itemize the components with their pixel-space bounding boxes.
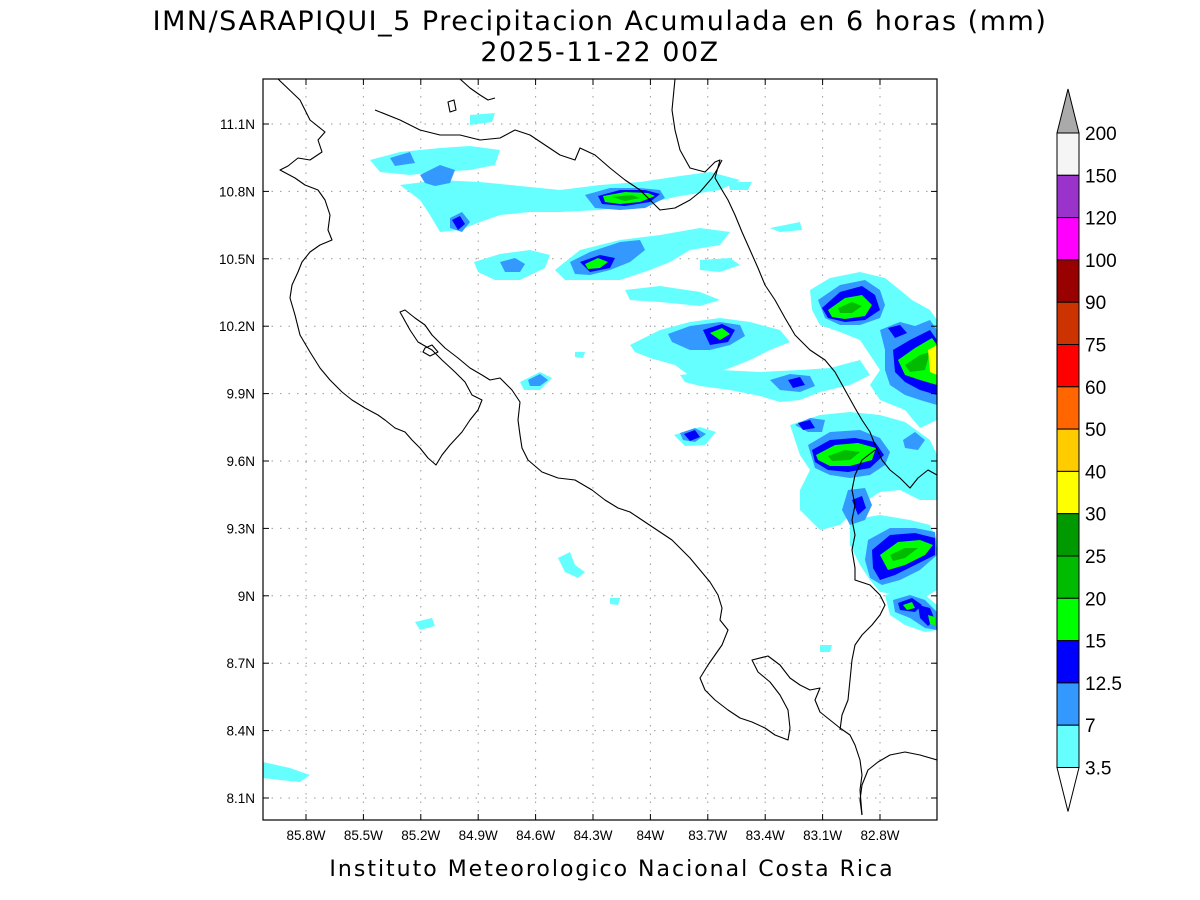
lat-tick-label: 10.8N (219, 184, 255, 199)
colorbar-segment (1056, 386, 1080, 430)
lon-tick-label: 84.6W (516, 828, 555, 843)
lat-tick-label: 9.9N (226, 387, 255, 402)
colorbar-label: 25 (1085, 547, 1106, 568)
colorbar-segment (1056, 597, 1080, 642)
colorbar-segment (1056, 428, 1080, 472)
colorbar-label: 15 (1085, 632, 1106, 653)
colorbar-label: 50 (1085, 420, 1106, 441)
lat-tick-label: 10.5N (219, 252, 255, 267)
colorbar-segment (1056, 132, 1080, 176)
map-area: 85.8W 85.5W 85.2W 84.9W 84.6W 84.3W 84W 83.7W 83… (219, 78, 938, 843)
lon-tick-label: 84W (637, 828, 665, 843)
colorbar-label: 100 (1085, 251, 1117, 272)
colorbar-label: 12.5 (1085, 674, 1122, 695)
colorbar-label: 3.5 (1085, 759, 1111, 780)
footer-credit: Instituto Meteorologico Nacional Costa R… (329, 857, 894, 882)
colorbar-label: 75 (1085, 336, 1106, 357)
map-title: IMN/SARAPIQUI_5 Precipitacion Acumulada … (153, 6, 1048, 37)
colorbar: 200 150 120 100 90 75 60 50 40 30 25 20 15 12.5 7 3.5 (1056, 88, 1122, 812)
lon-tick-label: 84.3W (573, 828, 612, 843)
lat-tick-label: 9.3N (226, 521, 255, 536)
colorbar-segment (1056, 217, 1080, 261)
colorbar-segment (1056, 640, 1080, 684)
map-date: 2025-11-22 00Z (480, 37, 719, 68)
colorbar-bottom-arrow (1056, 767, 1080, 812)
lon-tick-label: 82.8W (860, 828, 899, 843)
colorbar-label: 150 (1085, 166, 1117, 187)
lon-tick-label: 85.8W (286, 828, 325, 843)
colorbar-label: 120 (1085, 209, 1117, 230)
colorbar-segment (1056, 724, 1080, 769)
longitude-ticks: 85.8W 85.5W 85.2W 84.9W 84.6W 84.3W 84W 83.7W 83… (286, 79, 900, 843)
colorbar-label: 90 (1085, 293, 1106, 314)
colorbar-label: 20 (1085, 589, 1106, 610)
colorbar-segment (1056, 174, 1080, 219)
lat-tick-label: 11.1N (220, 117, 255, 132)
precip-level-30 (928, 345, 937, 375)
precip-level-25 (612, 195, 930, 561)
lon-tick-label: 85.5W (344, 828, 383, 843)
latitude-ticks: 11.1N 10.8N 10.5N 10.2N 9.9N 9.6N 9.3N 9N 8.7N 8.… (219, 117, 937, 806)
lon-tick-label: 83.4W (746, 828, 785, 843)
colorbar-label: 7 (1085, 716, 1096, 737)
colorbar-segment (1056, 259, 1080, 303)
colorbar-label: 30 (1085, 505, 1106, 526)
lon-tick-label: 83.1W (803, 828, 842, 843)
colorbar-segment (1056, 682, 1080, 726)
precipitation-field (263, 113, 937, 782)
lat-tick-label: 8.7N (226, 656, 255, 671)
lon-tick-label: 85.2W (401, 828, 440, 843)
colorbar-top-arrow (1056, 88, 1080, 134)
colorbar-segment (1056, 344, 1080, 388)
colorbar-label: 40 (1085, 462, 1106, 483)
colorbar-segment (1056, 301, 1080, 346)
lat-tick-label: 8.4N (226, 724, 255, 739)
lon-tick-label: 83.7W (688, 828, 727, 843)
lat-tick-label: 9.6N (226, 454, 255, 469)
map-frame (262, 78, 938, 821)
colorbar-segment (1056, 513, 1080, 557)
colorbar-label: 200 (1085, 124, 1117, 145)
colorbar-segment (1056, 470, 1080, 515)
lat-tick-label: 8.1N (226, 791, 255, 806)
colorbar-label: 60 (1085, 378, 1106, 399)
lat-tick-label: 9N (238, 589, 255, 604)
lon-tick-label: 84.9W (459, 828, 498, 843)
colorbar-segment (1056, 555, 1080, 599)
lat-tick-label: 10.2N (219, 319, 255, 334)
coastlines (277, 79, 937, 816)
